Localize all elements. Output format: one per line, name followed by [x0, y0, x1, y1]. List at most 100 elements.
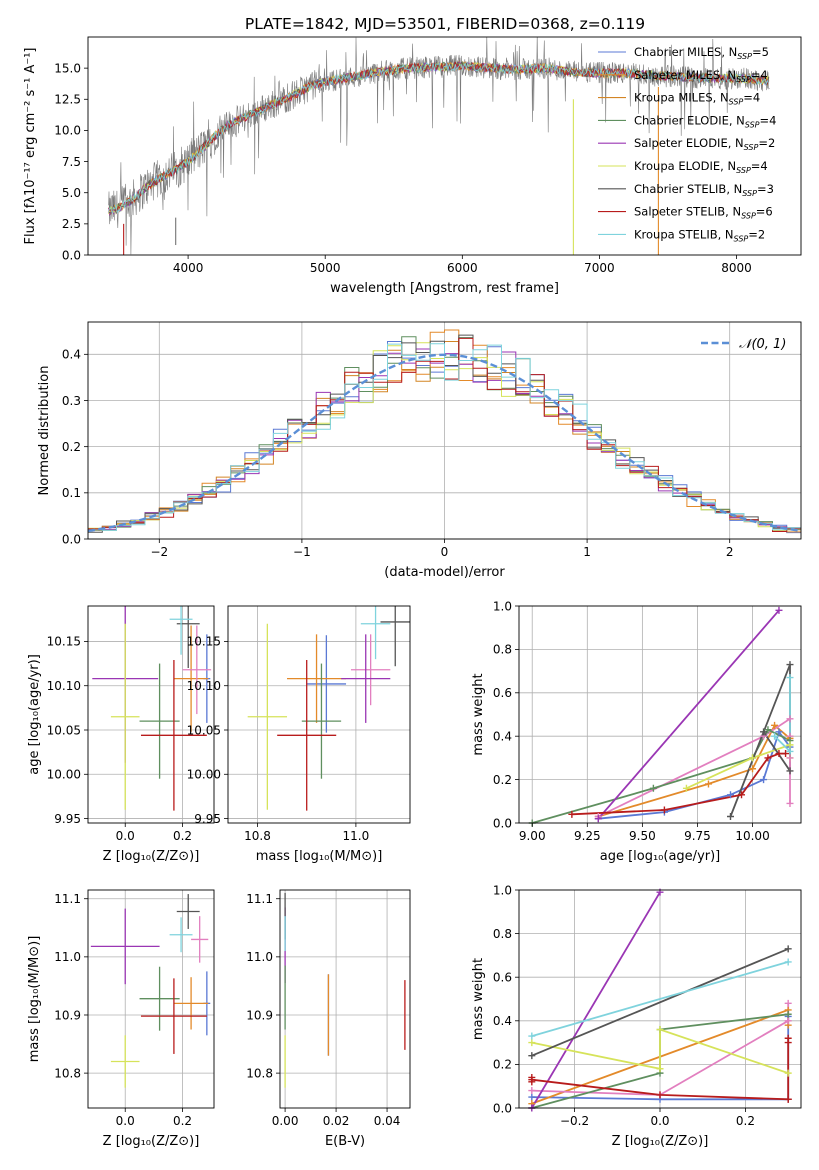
- plot-area-age_vs_Z: [92, 606, 212, 811]
- y-tick-label: 0.4: [62, 348, 81, 362]
- weight-series-3: [531, 728, 791, 823]
- chart-residuals: 𝒩(0, 1) −2 −1 0 1 2 0.0 0.1 0.2 0.3 0.4 (data-model…: [37, 321, 802, 580]
- weight-marker: [656, 1065, 664, 1073]
- y-tick-label: 0.6: [493, 686, 512, 700]
- axes-frame: [87, 36, 802, 256]
- x-tick-label: 5000: [310, 261, 341, 275]
- x-tick-label: 4000: [173, 261, 204, 275]
- axes-frame: [87, 889, 215, 1109]
- y-tick-label: 9.95: [194, 812, 221, 826]
- plot-area-mass_vs_Z: [90, 894, 211, 1088]
- weight-marker: [528, 1039, 536, 1047]
- weight-marker: [786, 661, 794, 669]
- weight-marker: [786, 715, 794, 723]
- weight-marker: [749, 765, 757, 773]
- y-tick-label: 0.2: [493, 773, 512, 787]
- weight-marker: [784, 1034, 792, 1042]
- y-tick-label: 10.8: [246, 1066, 273, 1080]
- x-tick-label: 9.75: [684, 829, 711, 843]
- x-tick-label: 6000: [447, 261, 478, 275]
- legend-entry: Kroupa STELIB, NSSP=2: [634, 227, 765, 243]
- weight-marker: [775, 728, 783, 736]
- x-tick-label: 11.0: [343, 829, 370, 843]
- weight-marker: [786, 799, 794, 807]
- y-axis-label: mass weight: [471, 958, 486, 1040]
- x-tick-label: 7000: [584, 261, 615, 275]
- y-tick-label: 0.4: [493, 1014, 512, 1028]
- x-axis-label: age [log₁₀(age/yr)]: [600, 849, 721, 864]
- weight-marker: [656, 1026, 664, 1034]
- weight-marker: [782, 750, 790, 758]
- weight-series-4: [597, 609, 780, 820]
- weight-marker: [775, 606, 783, 614]
- x-tick-label: 0.0: [650, 1114, 669, 1128]
- legend-entry: Kroupa ELODIE, NSSP=4: [634, 159, 768, 175]
- axes-frame: [227, 605, 411, 824]
- y-tick-label: 10.10: [187, 679, 221, 693]
- weight-marker: [594, 815, 602, 823]
- weight-marker: [649, 784, 657, 792]
- y-tick-label: 1.0: [493, 883, 512, 897]
- y-tick-label: 0.0: [493, 816, 512, 830]
- weight-marker: [660, 806, 668, 814]
- weight-marker: [786, 741, 794, 749]
- x-tick-label: 1: [583, 545, 591, 559]
- y-tick-label: 10.05: [47, 723, 81, 737]
- weight-series-6: [729, 664, 791, 817]
- axes-frame: [279, 889, 411, 1109]
- weight-marker: [771, 721, 779, 729]
- chart-mass_vs_EBV: 0.00 0.02 0.04 10.8 10.9 11.0 11.1 E(B-V): [246, 889, 411, 1149]
- weight-marker: [738, 791, 746, 799]
- weight-marker: [704, 780, 712, 788]
- y-tick-label: 12.5: [54, 93, 81, 107]
- spectrum-legend: Chabrier MILES, NSSP=5 Salpeter MILES, NS…: [598, 45, 776, 243]
- weight-marker: [771, 732, 779, 740]
- plot-area-spectrum: [108, 37, 770, 255]
- y-tick-label: 0.0: [62, 532, 81, 546]
- weight-marker: [764, 726, 772, 734]
- chart-mass_weight_vs_Z: −0.2 0.0 0.2 0.0 0.2 0.4 0.6 0.8 1.0 Z [log₁₀(Z/Z…: [471, 883, 802, 1149]
- y-tick-label: 0.0: [62, 248, 81, 262]
- legend-entry: Kroupa MILES, NSSP=4: [634, 91, 760, 107]
- y-tick-label: 7.5: [62, 155, 81, 169]
- x-tick-label: 0.0: [116, 829, 135, 843]
- weight-marker: [656, 1091, 664, 1099]
- chart-age_vs_mass: 10.8 11.0 9.95 10.00 10.05 10.10 10.15 mass [lo…: [187, 605, 411, 864]
- x-tick-label: 2: [726, 545, 734, 559]
- weight-series-6: [531, 948, 789, 1057]
- model-spectrum-8: [108, 61, 770, 215]
- legend-entry: Salpeter ELODIE, NSSP=2: [634, 136, 775, 152]
- y-tick-label: 0.8: [493, 927, 512, 941]
- y-tick-label: 1.0: [493, 599, 512, 613]
- y-tick-label: 5.0: [62, 186, 81, 200]
- weight-marker: [784, 999, 792, 1007]
- axes-frame: [518, 605, 802, 824]
- weight-marker: [528, 1052, 536, 1060]
- gaussian-curve: [88, 353, 799, 533]
- weight-marker: [786, 754, 794, 762]
- charts-layer: Chabrier MILES, NSSP=5 Salpeter MILES, NS…: [23, 36, 802, 1149]
- x-tick-label: −1: [293, 545, 311, 559]
- x-tick-label: −2: [150, 545, 168, 559]
- y-axis-label: mass [log₁₀(M/M⊙)]: [27, 936, 42, 1063]
- y-tick-label: 0.3: [62, 394, 81, 408]
- x-tick-label: 10.00: [735, 829, 769, 843]
- y-tick-label: 0.6: [493, 971, 512, 985]
- x-tick-label: 9.00: [519, 829, 546, 843]
- plot-area-mass_vs_EBV: [284, 892, 406, 1088]
- y-tick-label: 0.1: [62, 486, 81, 500]
- x-tick-label: 8000: [721, 261, 752, 275]
- y-tick-label: 0.0: [493, 1101, 512, 1115]
- x-tick-label: 0.2: [173, 1114, 192, 1128]
- legend-entry: Chabrier ELODIE, NSSP=4: [634, 113, 776, 129]
- chart-age_vs_Z: 0.0 0.2 9.95 10.00 10.05 10.10 10.15 Z [log₁₀(Z…: [27, 605, 215, 864]
- weight-marker: [775, 750, 783, 758]
- weight-marker: [749, 754, 757, 762]
- axes-frame: [87, 605, 215, 824]
- weight-marker: [784, 958, 792, 966]
- x-axis-label: wavelength [Angstrom, rest frame]: [330, 281, 559, 296]
- y-tick-label: 10.8: [54, 1066, 81, 1080]
- y-tick-label: 11.0: [54, 950, 81, 964]
- x-tick-label: 0.2: [736, 1114, 755, 1128]
